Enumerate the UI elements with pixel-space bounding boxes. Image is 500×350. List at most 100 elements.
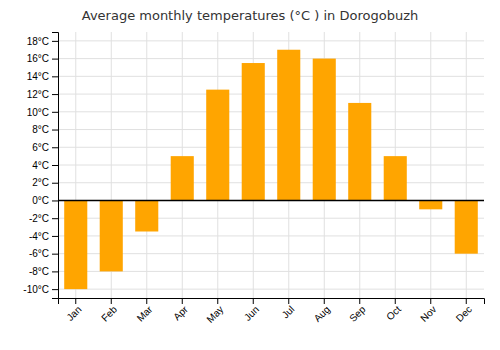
y-tick-mark	[52, 165, 58, 166]
x-tick-label: Nov	[418, 304, 438, 324]
y-grid-line	[58, 94, 484, 95]
y-tick-label: 4°C	[32, 160, 49, 171]
x-tick: Jan	[64, 298, 83, 323]
x-tick-label: Aug	[312, 304, 332, 324]
x-tick-mark	[430, 298, 431, 304]
x-tick-label: May	[204, 304, 225, 325]
x-tick-label: Oct	[384, 304, 403, 323]
x-tick-mark	[288, 298, 289, 304]
y-grid-line	[58, 289, 484, 290]
x-tick-label: Jan	[64, 304, 83, 323]
x-tick: Dec	[454, 298, 474, 324]
y-tick: -8°C	[29, 266, 58, 277]
x-tick-label: Sep	[347, 303, 368, 324]
bar	[242, 63, 265, 200]
x-grid-line	[146, 32, 147, 298]
y-tick-mark	[52, 183, 58, 184]
plot: -10°C -8°C -6°C -4°C -2°C 0°C 2°C 4°C 6°C 8°C 10°C…	[23, 32, 484, 325]
x-tick: Sep	[347, 298, 368, 324]
y-tick-label: -2°C	[29, 213, 49, 224]
y-axis: -10°C -8°C -6°C -4°C -2°C 0°C 2°C 4°C 6°C 8°C 10°C…	[23, 33, 58, 299]
x-tick: May	[204, 298, 225, 325]
x-tick: Nov	[418, 298, 438, 324]
y-tick-label: 16°C	[27, 53, 49, 64]
x-tick-label: Mar	[135, 303, 155, 323]
y-tick-label: 8°C	[32, 124, 49, 135]
y-tick-mark	[52, 112, 58, 113]
chart-title: Average monthly temperatures (°C ) in Do…	[82, 8, 418, 23]
x-tick-mark	[146, 298, 147, 304]
y-tick-label: 0°C	[32, 195, 49, 206]
y-tick: -10°C	[23, 284, 58, 295]
bar	[64, 200, 87, 289]
y-tick: 10°C	[27, 107, 58, 118]
y-tick-label: 18°C	[27, 36, 49, 47]
x-tick: Jul	[280, 298, 297, 320]
x-tick-label: Apr	[171, 303, 190, 322]
y-tick: 6°C	[32, 142, 58, 153]
y-grid-line	[58, 200, 484, 201]
y-tick-label: 2°C	[32, 177, 49, 188]
y-tick: -6°C	[29, 248, 58, 259]
bar	[348, 103, 371, 201]
bar	[171, 156, 194, 200]
y-grid-line	[58, 147, 484, 148]
x-tick-mark	[324, 298, 325, 304]
y-tick-mark	[52, 59, 58, 60]
y-tick-label: 14°C	[27, 71, 49, 82]
x-tick-mark	[75, 298, 76, 304]
x-tick: Feb	[99, 298, 119, 324]
y-tick-label: -6°C	[29, 248, 49, 259]
bar	[384, 156, 407, 200]
x-tick-mark	[466, 298, 467, 304]
y-tick-mark	[52, 271, 58, 272]
x-tick-mark	[253, 298, 254, 304]
x-grid-line	[430, 32, 431, 298]
x-tick: Jun	[242, 298, 261, 323]
x-tick-mark	[111, 298, 112, 304]
y-grid-line	[58, 165, 484, 166]
x-tick: Apr	[171, 298, 190, 322]
y-tick: 4°C	[32, 160, 58, 171]
y-grid-line	[58, 58, 484, 59]
chart-svg: -10°C -8°C -6°C -4°C -2°C 0°C 2°C 4°C 6°C 8°C 10°C…	[0, 0, 500, 350]
y-grid-line	[58, 129, 484, 130]
y-axis-line	[52, 33, 59, 299]
y-tick: -4°C	[29, 231, 58, 242]
y-grid-line	[58, 111, 484, 112]
x-tick: Mar	[135, 298, 155, 324]
x-tick-label: Feb	[99, 303, 119, 323]
y-grid-line	[58, 76, 484, 77]
y-tick: 8°C	[32, 124, 58, 135]
y-tick-mark	[52, 218, 58, 219]
x-tick: Aug	[312, 298, 332, 324]
y-tick-mark	[52, 200, 58, 201]
bar	[100, 200, 123, 271]
y-tick: -2°C	[29, 213, 58, 224]
y-tick-mark	[52, 147, 58, 148]
x-axis-line	[59, 299, 485, 305]
x-axis: Jan Feb Mar Apr May Jun Jul Aug Sep Oct Nov Dec	[59, 298, 485, 325]
y-tick: 12°C	[27, 89, 58, 100]
x-tick-mark	[182, 298, 183, 304]
y-tick-mark	[52, 254, 58, 255]
y-grid-line	[58, 182, 484, 183]
bar	[313, 59, 336, 201]
y-tick-label: 10°C	[27, 107, 49, 118]
y-tick-label: -8°C	[29, 266, 49, 277]
y-tick-mark	[52, 289, 58, 290]
x-grid-line	[466, 32, 467, 298]
bar	[419, 200, 442, 209]
chart-container: -10°C -8°C -6°C -4°C -2°C 0°C 2°C 4°C 6°C 8°C 10°C…	[0, 0, 500, 350]
y-grid-line	[58, 40, 484, 41]
y-tick-mark	[52, 41, 58, 42]
bar	[277, 50, 300, 201]
bar	[206, 90, 229, 201]
x-tick-mark	[217, 298, 218, 304]
y-tick: 16°C	[27, 53, 58, 64]
y-tick: 18°C	[27, 36, 58, 47]
grid	[58, 32, 484, 298]
y-tick-mark	[52, 130, 58, 131]
x-tick-mark	[395, 298, 396, 304]
y-tick-mark	[52, 94, 58, 95]
